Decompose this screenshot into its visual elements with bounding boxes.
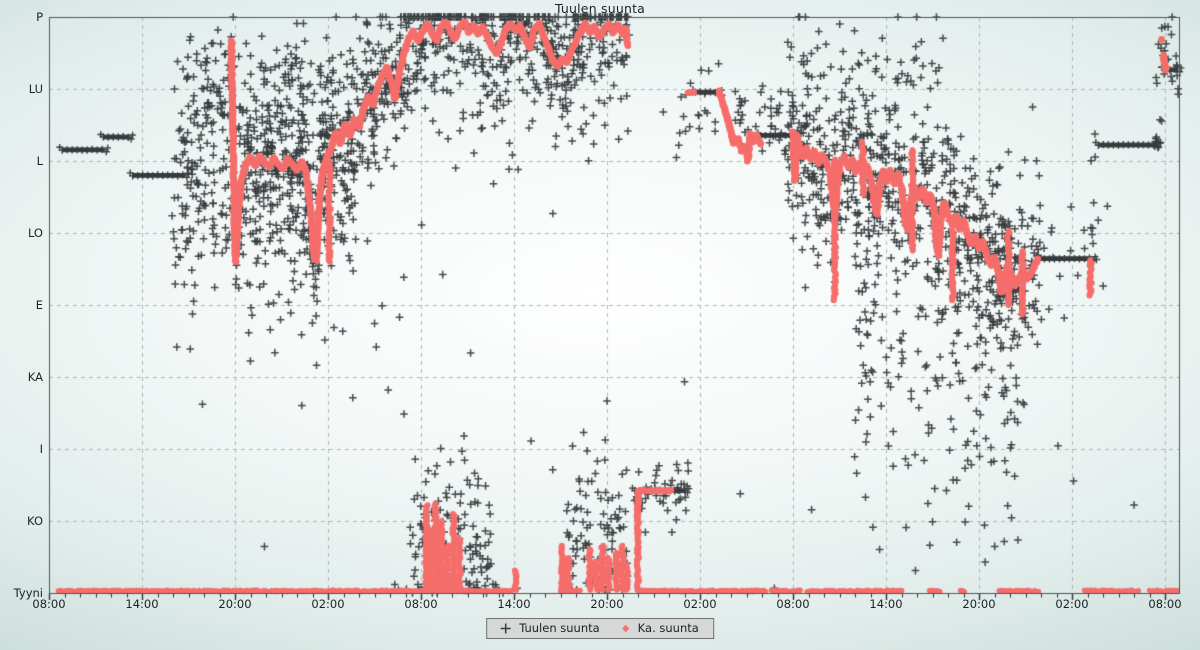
x-tick-label: 20:00 [962, 597, 996, 611]
x-tick-label: 02:00 [311, 597, 345, 611]
x-tick-label: 02:00 [683, 597, 717, 611]
x-tick-label: 02:00 [1055, 597, 1089, 611]
x-tick-label: 08:00 [1148, 597, 1182, 611]
x-tick-label: 08:00 [32, 597, 66, 611]
legend-label-avg-direction: Ka. suunta [637, 621, 699, 635]
y-tick-label: E [35, 298, 43, 312]
x-tick-label: 08:00 [776, 597, 810, 611]
y-tick-label: I [39, 442, 43, 456]
plus-marker-icon [499, 622, 512, 635]
y-tick-label: LO [27, 226, 43, 240]
legend-label-wind-direction: Tuulen suunta [519, 621, 600, 635]
y-tick-label: L [36, 154, 43, 168]
x-tick-label: 20:00 [590, 597, 624, 611]
x-tick-label: 20:00 [218, 597, 252, 611]
x-tick-label: 14:00 [125, 597, 159, 611]
x-tick-label: 14:00 [497, 597, 531, 611]
dot-marker-icon [622, 624, 631, 633]
y-tick-label: LU [28, 82, 43, 96]
y-tick-label: Tyyni [13, 586, 43, 600]
legend-item-wind-direction: Tuulen suunta [499, 621, 600, 635]
x-tick-label: 14:00 [869, 597, 903, 611]
chart-legend: Tuulen suunta Ka. suunta [486, 618, 714, 639]
x-tick-label: 08:00 [404, 597, 438, 611]
y-tick-label: P [36, 10, 43, 24]
legend-item-avg-direction: Ka. suunta [622, 621, 699, 635]
y-tick-label: KO [27, 514, 43, 528]
y-tick-label: KA [27, 370, 43, 384]
